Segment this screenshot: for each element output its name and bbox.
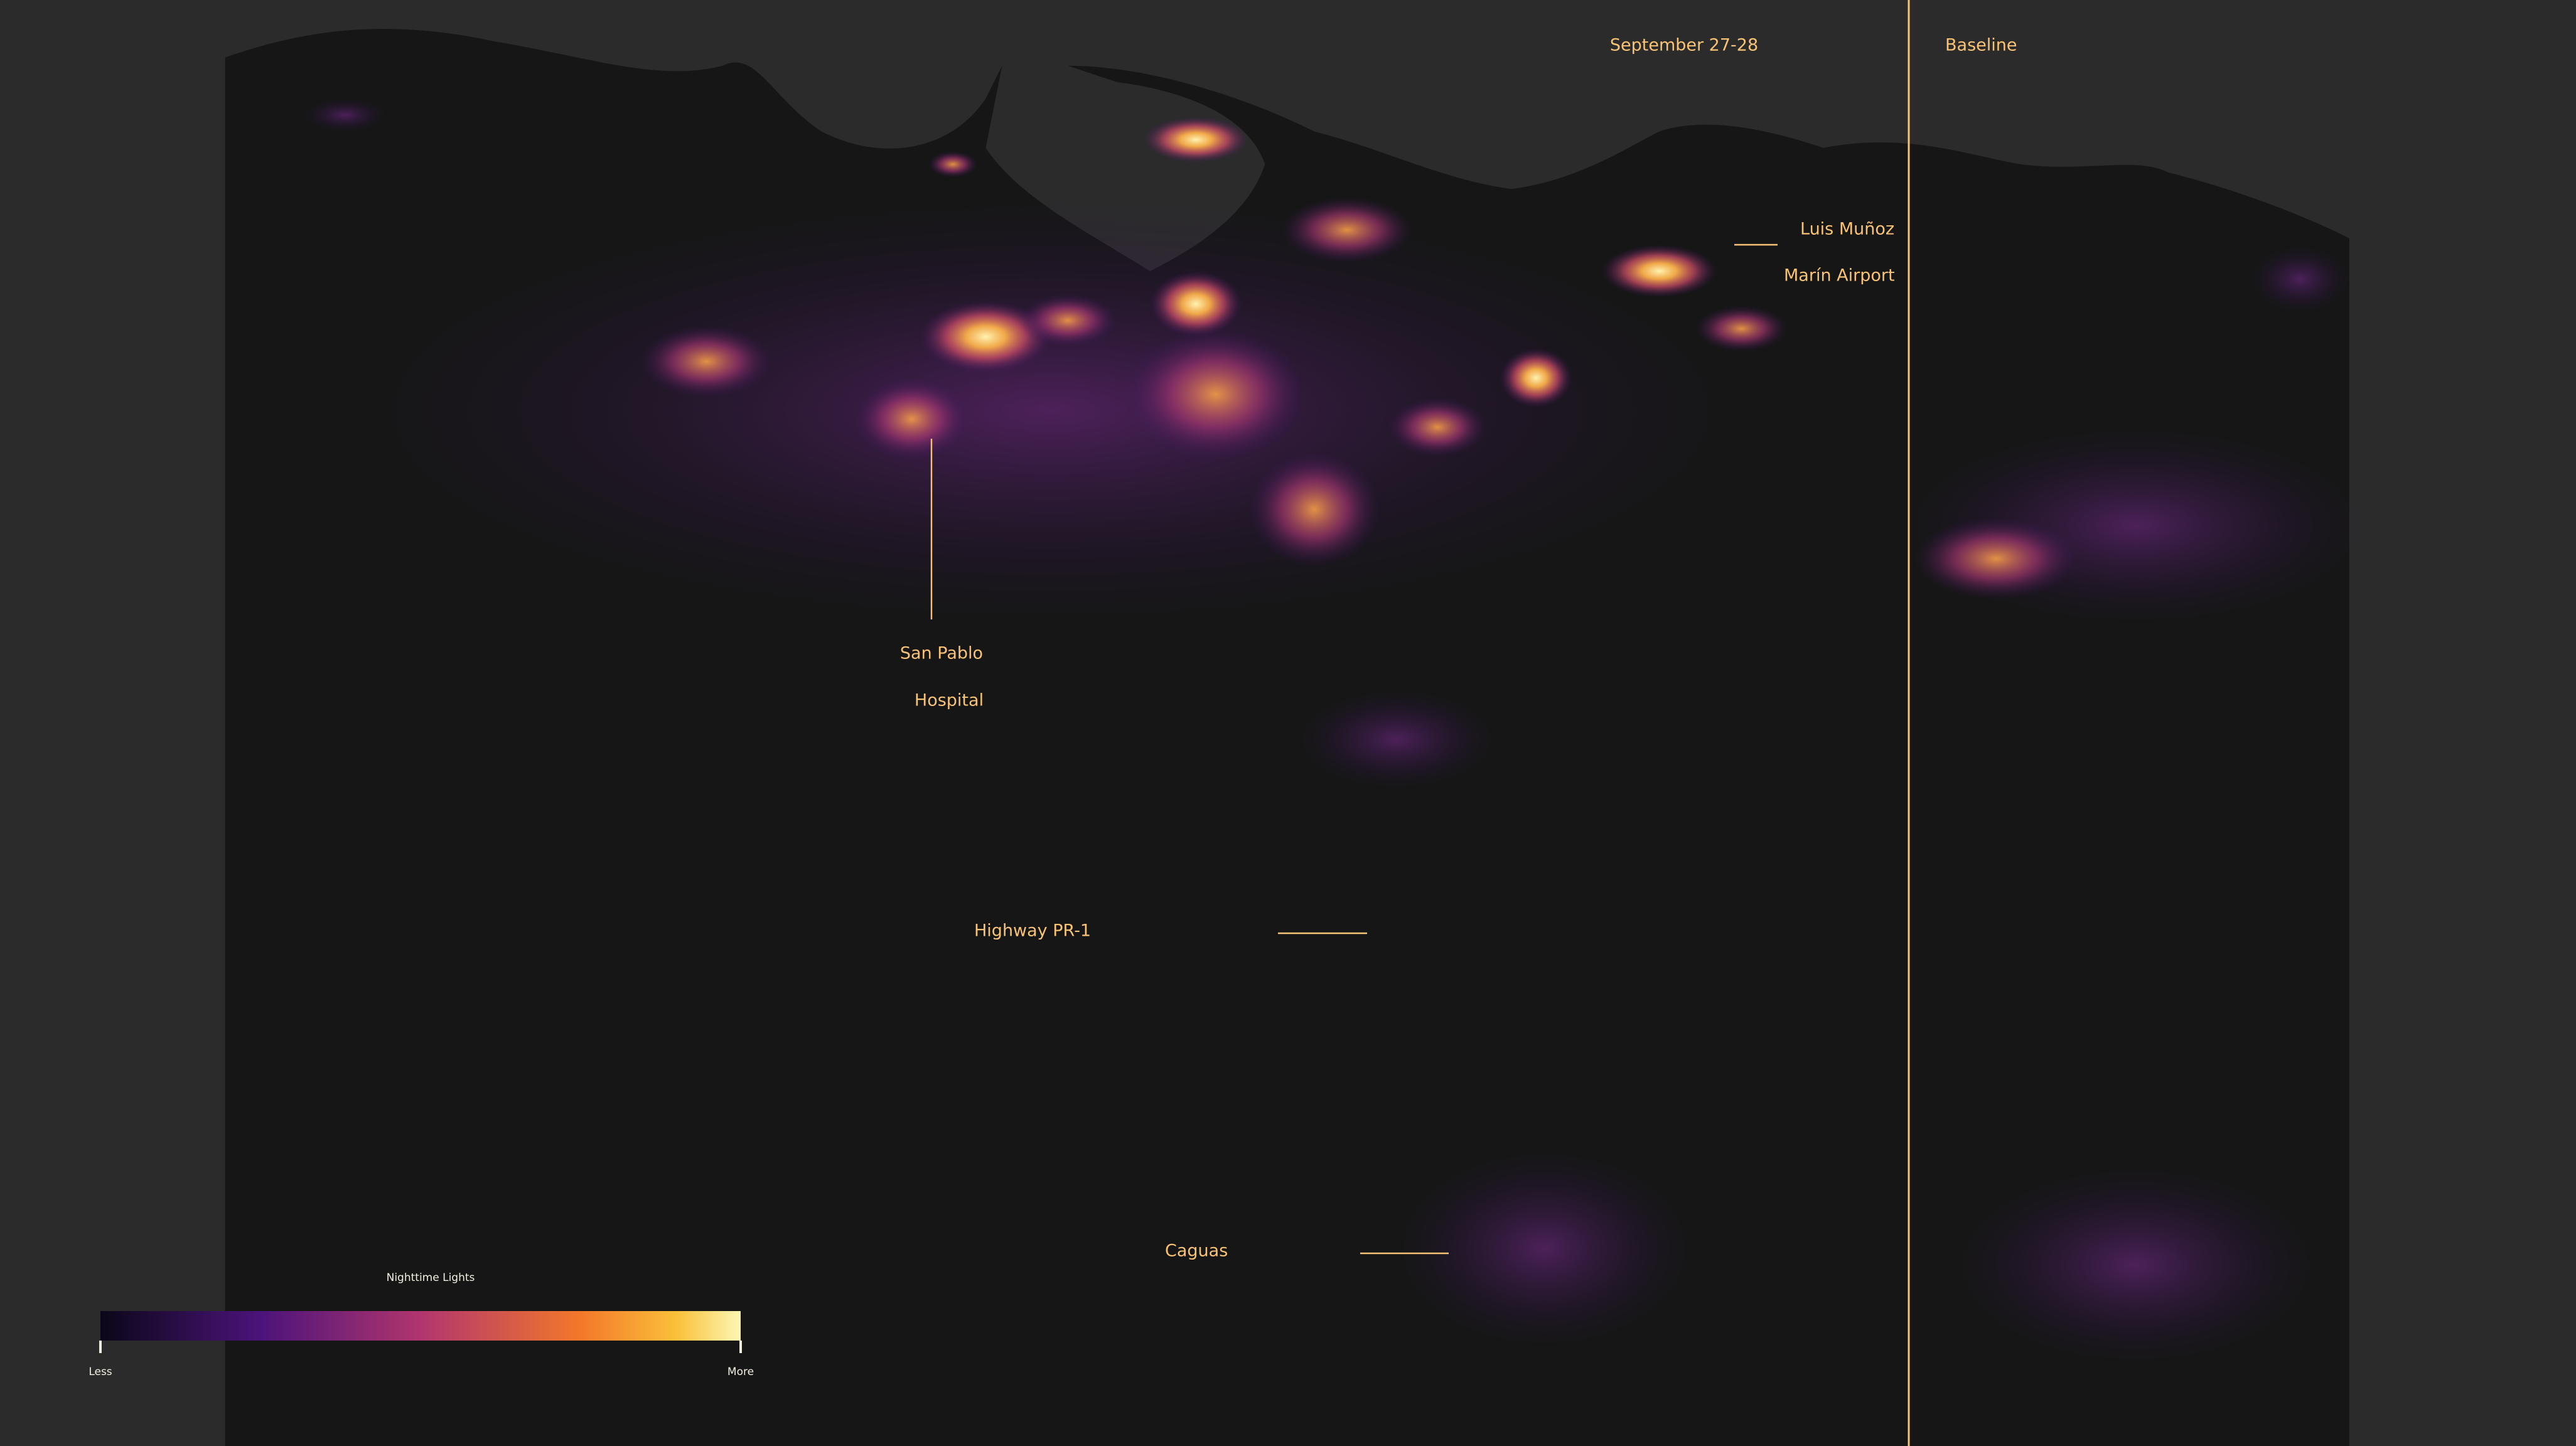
annotation: Caguas [1165,1241,1228,1261]
light-cluster [1143,116,1249,163]
light-cluster [1914,517,2078,600]
light-cluster [928,151,978,178]
left-label: September 27-28 [1610,36,1758,55]
light-haze [1955,1166,2317,1364]
light-cluster [1125,328,1306,461]
light-cluster [640,325,773,398]
color-ramp [100,1311,741,1341]
light-cluster [1500,348,1572,408]
light-cluster [1281,197,1413,263]
light-cluster [1695,305,1788,352]
light-cluster [2250,246,2349,313]
legend: Nighttime Lights Less More [89,1272,754,1378]
light-cluster [854,378,970,461]
light-cluster [1601,245,1717,297]
light-haze [1297,690,1495,789]
light-cluster [304,99,387,132]
light-haze [361,197,1742,624]
light-cluster [1150,270,1242,337]
light-cluster [920,301,1052,373]
annotation: Marín Airport [1784,266,1895,286]
map-imagery [225,29,2366,1446]
annotation: Highway PR-1 [974,921,1091,941]
legend-title: Nighttime Lights [387,1272,475,1284]
light-cluster [1018,294,1117,347]
light-cluster [1388,397,1487,457]
annotation: Luis Muñoz [1800,220,1894,239]
annotation: Hospital [915,691,984,710]
right-label: Baseline [1945,36,2017,55]
legend-min-label: Less [89,1366,112,1378]
legend-max-label: More [727,1366,754,1378]
light-haze [1396,1150,1692,1347]
annotation: San Pablo [900,644,983,663]
light-cluster [1248,451,1380,567]
